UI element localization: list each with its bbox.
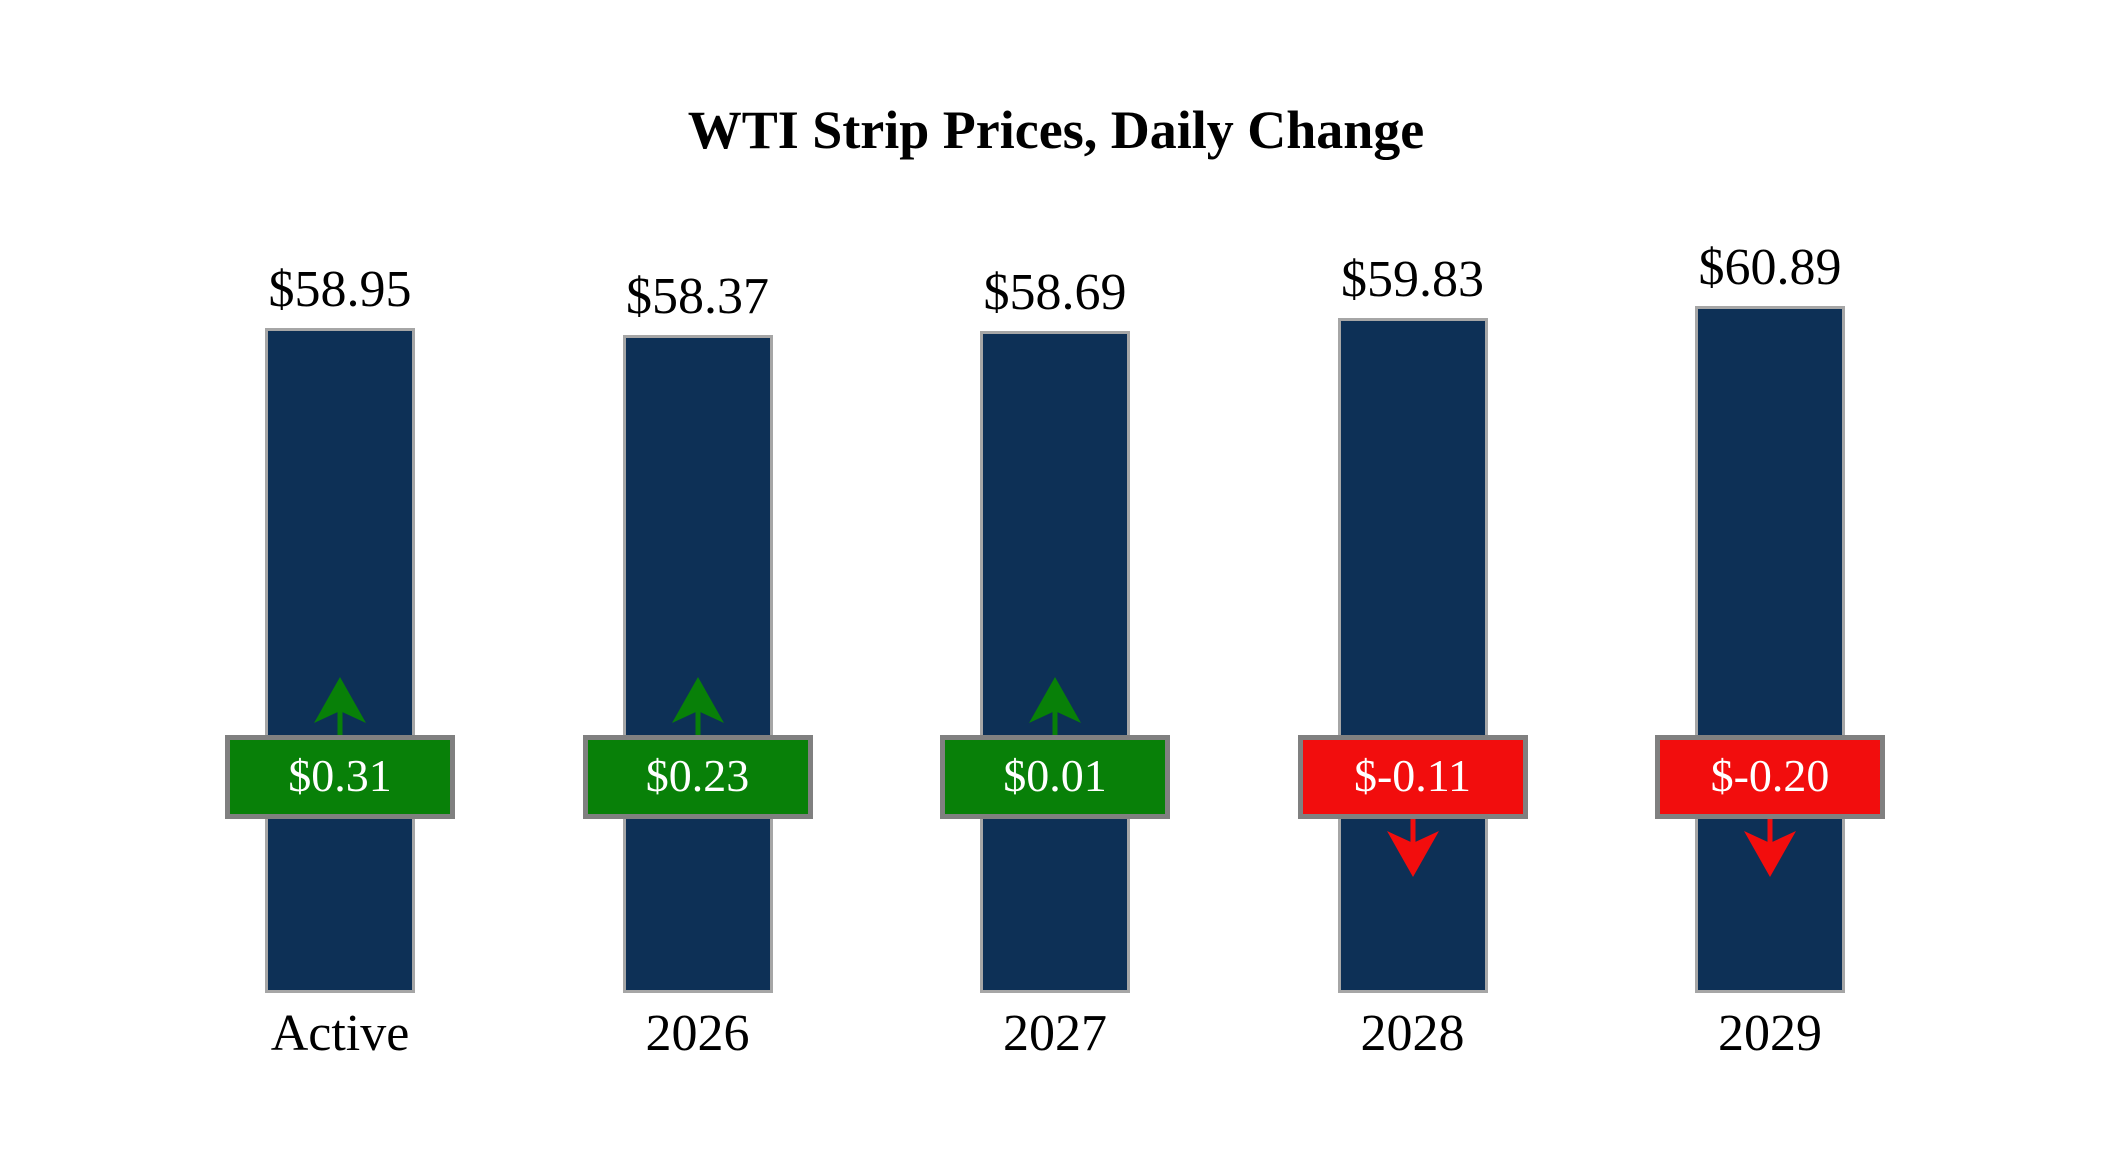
category-label: Active xyxy=(270,1005,410,1062)
up-arrow-icon xyxy=(314,677,366,735)
down-arrow-icon xyxy=(1386,819,1439,877)
bar-value-label: $58.69 xyxy=(983,263,1127,321)
change-badge: $0.31 xyxy=(225,735,455,819)
bar-value-label: $59.83 xyxy=(1341,251,1484,309)
category-label: 2029 xyxy=(1718,1005,1822,1062)
strip-price-bar xyxy=(622,334,773,993)
up-arrow-icon xyxy=(1029,677,1081,735)
category-label: 2027 xyxy=(1003,1005,1107,1062)
strip-price-bar xyxy=(1695,306,1845,993)
change-badge: $-0.11 xyxy=(1297,735,1528,819)
strip-price-bar xyxy=(1337,318,1488,993)
up-arrow-icon xyxy=(671,677,724,735)
change-badge: $0.23 xyxy=(582,735,813,819)
category-label: 2026 xyxy=(645,1005,750,1062)
strip-price-bar xyxy=(265,328,415,993)
category-label: 2028 xyxy=(1360,1005,1465,1062)
chart-title: WTI Strip Prices, Daily Change xyxy=(687,100,1425,160)
down-arrow-icon xyxy=(1744,819,1796,877)
change-badge: $-0.20 xyxy=(1655,735,1885,819)
strip-price-bar xyxy=(980,330,1130,993)
bar-value-label: $58.95 xyxy=(268,261,412,319)
change-badge: $0.01 xyxy=(940,735,1170,819)
bar-value-label: $60.89 xyxy=(1698,239,1842,297)
bar-value-label: $58.37 xyxy=(626,267,769,325)
